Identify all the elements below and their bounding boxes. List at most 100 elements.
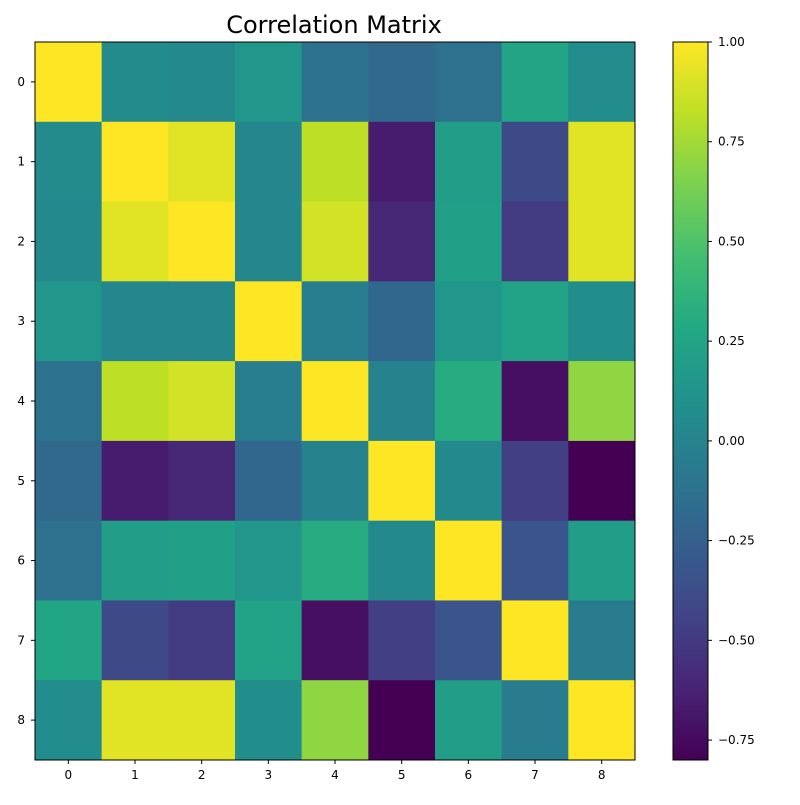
heatmap-cell-3-8 — [568, 281, 636, 362]
heatmap-cell-2-3 — [235, 201, 303, 282]
heatmap-cell-2-2 — [168, 201, 236, 282]
heatmap-cell-1-4 — [301, 121, 369, 203]
heatmap-cell-7-5 — [368, 600, 436, 681]
heatmap-cell-5-5 — [368, 440, 436, 522]
heatmap-cell-6-6 — [435, 520, 503, 601]
heatmap-cell-3-7 — [501, 281, 569, 362]
x-tick-label: 4 — [331, 768, 339, 782]
x-axis: 0 1 2 3 4 5 6 7 8 — [65, 760, 606, 782]
heatmap-cell-8-8 — [568, 680, 636, 761]
heatmap-cell-5-1 — [101, 440, 169, 522]
heatmap-cell-2-6 — [435, 201, 503, 282]
y-tick-label: 4 — [17, 394, 25, 408]
heatmap-cell-1-3 — [235, 121, 303, 203]
colorbar-tick-label: 0.75 — [718, 135, 745, 149]
heatmap-cells — [35, 42, 636, 761]
heatmap-cell-3-5 — [368, 281, 436, 362]
heatmap-cell-0-7 — [501, 42, 569, 123]
heatmap-cell-8-1 — [101, 680, 169, 761]
heatmap-cell-7-4 — [301, 600, 369, 681]
colorbar-tick-label: −0.75 — [718, 733, 755, 747]
heatmap-cell-8-3 — [235, 680, 303, 761]
x-tick-label: 5 — [398, 768, 406, 782]
heatmap-cell-0-3 — [235, 42, 303, 123]
colorbar-tick-label: 0.50 — [718, 234, 745, 248]
heatmap-cell-3-0 — [35, 281, 103, 362]
colorbar-gradient — [672, 41, 709, 761]
heatmap-cell-1-0 — [35, 121, 103, 203]
heatmap-cell-8-0 — [35, 680, 103, 761]
colorbar-tick-label: 0.00 — [718, 434, 745, 448]
heatmap-cell-5-3 — [235, 440, 303, 522]
heatmap-cell-7-2 — [168, 600, 236, 681]
colorbar-tick-label: 1.00 — [718, 35, 745, 49]
y-tick-label: 6 — [17, 554, 25, 568]
heatmap-cell-7-7 — [501, 600, 569, 681]
heatmap-cell-6-5 — [368, 520, 436, 601]
heatmap-cell-5-8 — [568, 440, 636, 522]
x-tick-label: 7 — [531, 768, 539, 782]
x-tick-label: 1 — [131, 768, 139, 782]
heatmap-cell-6-1 — [101, 520, 169, 601]
chart-title: Correlation Matrix — [226, 11, 442, 39]
x-tick-label: 0 — [65, 768, 73, 782]
y-tick-label: 7 — [17, 633, 25, 647]
colorbar: 1.00 0.75 0.50 0.25 0.00 −0.25 −0.50 −0.75 — [672, 35, 755, 761]
heatmap-cell-2-7 — [501, 201, 569, 282]
heatmap-cell-8-5 — [368, 680, 436, 761]
heatmap-cell-3-1 — [101, 281, 169, 362]
heatmap-cell-0-2 — [168, 42, 236, 123]
heatmap-cell-6-7 — [501, 520, 569, 601]
heatmap-cell-4-6 — [435, 361, 503, 442]
y-tick-label: 8 — [17, 713, 25, 727]
heatmap-cell-1-6 — [435, 121, 503, 203]
heatmap-cell-8-6 — [435, 680, 503, 761]
heatmap-cell-4-0 — [35, 361, 103, 442]
heatmap-cell-0-5 — [368, 42, 436, 123]
heatmap-cell-4-5 — [368, 361, 436, 442]
heatmap-cell-7-1 — [101, 600, 169, 681]
x-tick-label: 3 — [265, 768, 273, 782]
heatmap-cell-4-1 — [101, 361, 169, 442]
colorbar-tick-label: 0.25 — [718, 334, 745, 348]
y-tick-label: 5 — [17, 474, 25, 488]
heatmap-cell-5-7 — [501, 440, 569, 522]
x-tick-label: 8 — [598, 768, 606, 782]
heatmap-cell-4-8 — [568, 361, 636, 442]
heatmap-cell-0-8 — [568, 42, 636, 123]
heatmap-cell-7-8 — [568, 600, 636, 681]
y-tick-label: 0 — [17, 75, 25, 89]
heatmap-cell-0-0 — [35, 42, 103, 123]
heatmap-cell-2-0 — [35, 201, 103, 282]
heatmap-cell-3-4 — [301, 281, 369, 362]
heatmap-cell-1-1 — [101, 121, 169, 203]
heatmap-cell-5-6 — [435, 440, 503, 522]
heatmap-cell-8-4 — [301, 680, 369, 761]
heatmap-cell-1-8 — [568, 121, 636, 203]
heatmap-cell-2-5 — [368, 201, 436, 282]
heatmap-cell-4-3 — [235, 361, 303, 442]
heatmap-cell-6-8 — [568, 520, 636, 601]
heatmap-cell-1-5 — [368, 121, 436, 203]
y-tick-label: 3 — [17, 314, 25, 328]
y-axis: 0 1 2 3 4 5 6 7 8 — [17, 75, 35, 727]
heatmap-cell-2-8 — [568, 201, 636, 282]
heatmap-cell-4-7 — [501, 361, 569, 442]
heatmap-cell-5-2 — [168, 440, 236, 522]
x-tick-label: 6 — [465, 768, 473, 782]
heatmap-cell-1-7 — [501, 121, 569, 203]
heatmap-cell-4-2 — [168, 361, 236, 442]
heatmap-cell-0-1 — [101, 42, 169, 123]
heatmap-cell-3-2 — [168, 281, 236, 362]
colorbar-tick-label: −0.50 — [718, 633, 755, 647]
y-tick-label: 1 — [17, 155, 25, 169]
heatmap-cell-5-4 — [301, 440, 369, 522]
heatmap-cell-8-7 — [501, 680, 569, 761]
heatmap-cell-0-6 — [435, 42, 503, 123]
heatmap-cell-6-0 — [35, 520, 103, 601]
heatmap-cell-2-4 — [301, 201, 369, 282]
heatmap-cell-6-2 — [168, 520, 236, 601]
heatmap-cell-3-3 — [235, 281, 303, 362]
